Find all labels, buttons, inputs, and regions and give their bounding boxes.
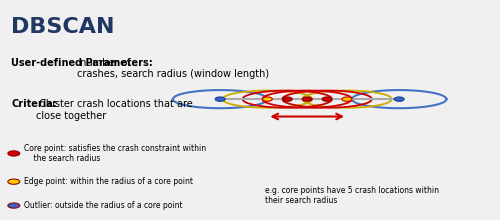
Text: Cluster crash locations that are
close together: Cluster crash locations that are close t…: [36, 99, 192, 121]
Circle shape: [282, 97, 292, 101]
Text: DBSCAN: DBSCAN: [12, 16, 115, 37]
Circle shape: [342, 97, 352, 101]
Text: User-defined Parameters:: User-defined Parameters:: [12, 58, 153, 68]
Circle shape: [8, 203, 20, 208]
Circle shape: [262, 97, 272, 101]
Circle shape: [8, 151, 20, 156]
Text: e.g. core points have 5 crash locations within
their search radius: e.g. core points have 5 crash locations …: [265, 186, 439, 205]
Text: Criteria:: Criteria:: [12, 99, 57, 109]
Text: Edge point: within the radius of a core point: Edge point: within the radius of a core …: [24, 177, 193, 186]
Circle shape: [394, 97, 404, 101]
Text: Core point: satisfies the crash constraint within
    the search radius: Core point: satisfies the crash constrai…: [24, 144, 206, 163]
Circle shape: [322, 97, 332, 101]
Circle shape: [215, 97, 225, 101]
Circle shape: [8, 179, 20, 184]
Circle shape: [302, 97, 312, 101]
Text: Outlier: outside the radius of a core point: Outlier: outside the radius of a core po…: [24, 201, 182, 210]
Text: number of
crashes, search radius (window length): number of crashes, search radius (window…: [77, 58, 269, 79]
